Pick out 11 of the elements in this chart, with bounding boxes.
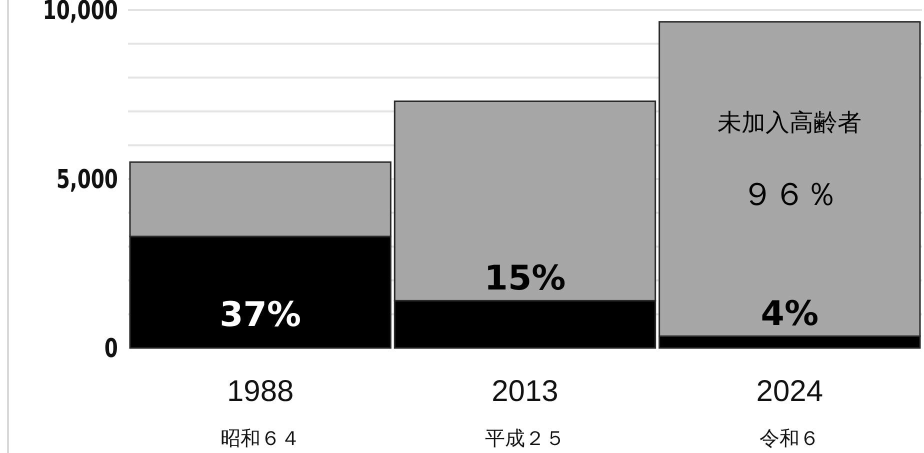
annotation: 37% [220,295,302,335]
annotation: 15% [484,258,566,299]
annotation: 未加入高齢者 [718,109,862,136]
annotation: 4% [760,294,819,334]
x-tick-label: 2024 令和６ [756,375,824,450]
x-tick-label: 2013 平成２５ [485,375,565,450]
x-tick-label: 1988 昭和６４ [220,375,300,450]
y-tick-label: 5,000 [56,165,118,195]
y-tick-label: 0 [104,334,118,364]
annotation: ９６％ [742,176,838,212]
y-tick-label: 10,000 [42,0,118,26]
